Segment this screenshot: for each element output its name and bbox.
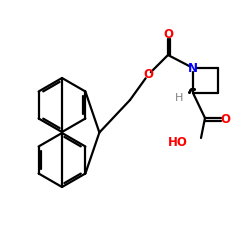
Text: N: N	[188, 62, 198, 74]
Text: H: H	[175, 93, 183, 103]
Text: HO: HO	[168, 136, 188, 149]
Text: O: O	[163, 28, 173, 42]
Text: O: O	[220, 113, 230, 126]
Text: O: O	[143, 68, 153, 82]
